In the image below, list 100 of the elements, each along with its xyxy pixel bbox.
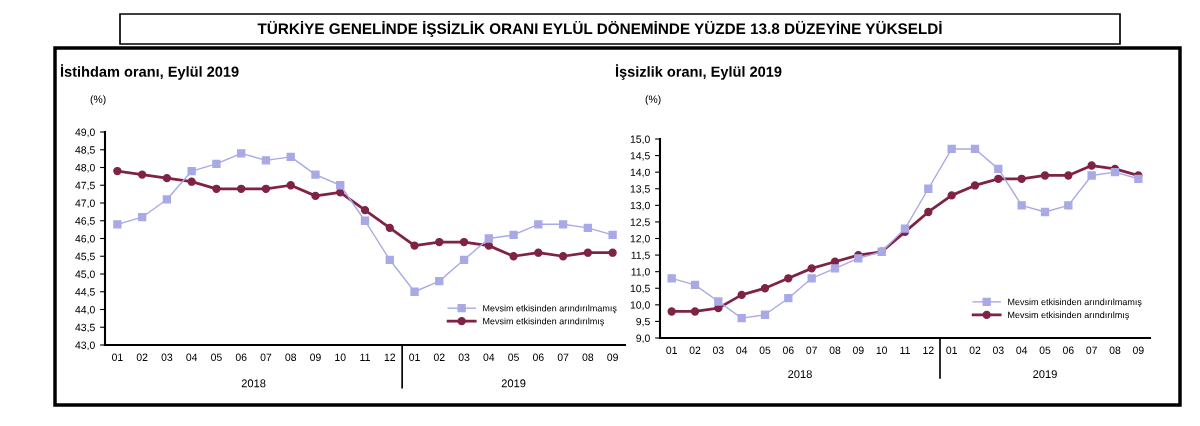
x-tick-label: 04	[483, 353, 495, 361]
x-tick-label: 08	[1109, 346, 1121, 354]
x-tick-label: 02	[433, 353, 445, 361]
point	[558, 252, 568, 261]
point	[261, 156, 271, 165]
y-axis-title: (%)	[645, 95, 661, 105]
point	[459, 237, 469, 247]
point	[760, 310, 770, 319]
point	[410, 287, 419, 296]
point	[830, 264, 840, 273]
point	[1017, 174, 1026, 183]
y-tick-label: 44,5	[75, 288, 95, 297]
x-tick-label: 01	[112, 353, 123, 361]
text: 2019	[1033, 370, 1057, 378]
y-tick-label: 13,5	[630, 185, 650, 194]
y-axis-title: (%)	[90, 95, 106, 105]
point	[534, 248, 543, 257]
point	[970, 181, 980, 190]
point	[737, 290, 746, 300]
point	[994, 174, 1003, 183]
x-tick-label: 01	[666, 346, 677, 354]
y-tick-label: 48,5	[75, 146, 95, 155]
point	[113, 220, 122, 229]
text: 2018	[241, 379, 266, 388]
x-tick-label: 09	[310, 353, 321, 361]
x-tick-label: 06	[532, 353, 544, 361]
point	[137, 213, 147, 222]
y-tick-label: 49,0	[75, 128, 95, 138]
point	[784, 274, 793, 283]
point	[807, 274, 816, 283]
y-tick-label: 10,0	[630, 301, 650, 310]
x-tick-label: 02	[969, 346, 981, 354]
x-tick-label: 11	[900, 346, 910, 354]
y-tick-label: 9,5	[636, 317, 650, 327]
y-tick-label: 12,0	[630, 235, 650, 244]
point	[900, 224, 910, 233]
point	[360, 205, 370, 215]
y-tick-label: 45,5	[75, 252, 95, 262]
text: 2018	[788, 370, 812, 378]
point	[947, 144, 956, 154]
point	[187, 166, 196, 176]
point	[667, 274, 676, 283]
x-tick-label: 06	[235, 353, 247, 361]
x-tick-label: 09	[607, 353, 618, 361]
x-tick-label: 05	[759, 346, 771, 354]
text: 2019	[501, 379, 526, 388]
y-tick-label: 48,0	[75, 164, 95, 173]
point	[784, 294, 793, 303]
y-tick-label: 9,0	[636, 334, 650, 344]
x-tick-label: 12	[923, 346, 934, 354]
point	[113, 166, 122, 176]
point	[1040, 207, 1050, 217]
y-tick-label: 43,0	[75, 341, 95, 351]
point	[237, 149, 246, 158]
point	[385, 223, 394, 233]
x-tick-label: 09	[1132, 346, 1144, 354]
point	[137, 170, 147, 179]
y-tick-label: 46,5	[75, 217, 95, 226]
point	[1064, 171, 1073, 180]
point	[1064, 201, 1073, 210]
point	[583, 223, 593, 233]
y-tick-label: 14,0	[630, 168, 650, 178]
x-tick-label: 04	[736, 346, 748, 354]
point	[854, 254, 863, 263]
x-tick-label: 08	[582, 353, 594, 361]
x-tick-label: 03	[712, 346, 724, 354]
point	[714, 297, 723, 306]
y-tick-label: 12,5	[630, 218, 650, 228]
point	[410, 241, 419, 250]
point	[509, 252, 518, 261]
point	[994, 164, 1003, 174]
point	[459, 255, 469, 264]
legend-label: Mevsim etkisinden arındırılmamış	[1008, 298, 1142, 307]
text: TÜRKİYE GENELİNDE İŞSİZLİK ORANI EYLÜL DÖNEMİNDE YÜZDE 13.8 DÜZEYİNE YÜKSELDİ	[257, 20, 942, 38]
point	[760, 284, 770, 293]
point	[212, 159, 221, 169]
point	[484, 234, 493, 243]
x-tick-label: 03	[161, 353, 173, 361]
x-tick-label: 09	[852, 346, 864, 354]
x-tick-label: 12	[384, 353, 396, 361]
point	[162, 173, 172, 183]
x-tick-label: 04	[186, 353, 198, 361]
point	[970, 144, 980, 154]
x-tick-label: 05	[211, 353, 222, 361]
point	[690, 307, 700, 316]
point	[608, 248, 617, 257]
y-tick-label: 14,5	[630, 152, 650, 161]
point	[311, 191, 320, 201]
legend-label: Mevsim etkisinden arındırılmış	[483, 317, 605, 327]
point	[385, 255, 394, 264]
legend-label: Mevsim etkisinden arındırılmamış	[483, 304, 617, 314]
x-tick-label: 10	[335, 353, 346, 361]
x-tick-label: 04	[1016, 346, 1028, 354]
point	[558, 220, 568, 229]
point	[286, 152, 295, 162]
point	[1017, 201, 1026, 210]
y-tick-label: 44,0	[75, 306, 95, 315]
point	[807, 264, 816, 273]
x-tick-label: 02	[136, 353, 148, 361]
x-tick-label: 11	[360, 353, 370, 361]
